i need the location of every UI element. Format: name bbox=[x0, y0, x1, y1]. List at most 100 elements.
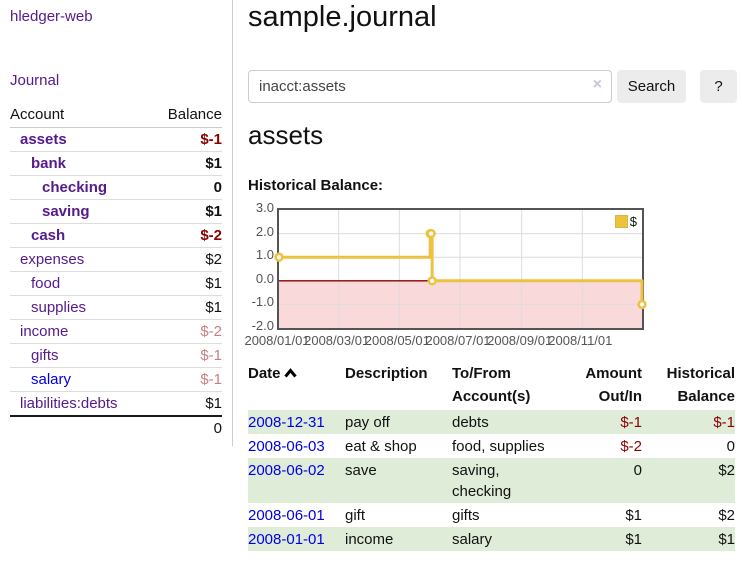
transaction-amount: $-2 bbox=[620, 438, 642, 455]
search-button[interactable]: Search bbox=[617, 70, 686, 103]
transaction-balance: $2 bbox=[718, 507, 735, 524]
account-row: assets $-1 bbox=[10, 127, 222, 152]
account-row: food $1 bbox=[10, 271, 222, 296]
x-tick-label: 2008/11/01 bbox=[548, 333, 613, 348]
register-header-amount[interactable]: Amount Out/In bbox=[585, 365, 642, 405]
transaction-description: save bbox=[345, 462, 377, 479]
account-row: expenses $2 bbox=[10, 247, 222, 272]
transaction-balance: $2 bbox=[718, 462, 735, 479]
register-row: 2008-06-01 gift gifts $1 $2 bbox=[248, 503, 735, 527]
y-tick-label: -2.0 bbox=[251, 318, 274, 333]
sort-ascending-icon bbox=[283, 363, 297, 386]
account-link-bank[interactable]: bank bbox=[31, 155, 67, 172]
account-balance: $-2 bbox=[150, 223, 222, 248]
chart-legend: $ bbox=[614, 214, 637, 229]
account-balance: $1 bbox=[150, 391, 222, 416]
search-bar: × Search ? bbox=[248, 70, 737, 104]
account-link-gifts[interactable]: gifts bbox=[31, 347, 59, 364]
page-title: sample.journal bbox=[248, 1, 437, 33]
transaction-balance: $1 bbox=[718, 531, 735, 548]
account-balance: $1 bbox=[150, 295, 222, 320]
accounts-header-account: Account bbox=[10, 103, 151, 128]
account-link-saving[interactable]: saving bbox=[42, 203, 90, 220]
transaction-description: income bbox=[345, 531, 394, 548]
chart-title: Historical Balance: bbox=[248, 177, 384, 194]
account-balance: 0 bbox=[150, 175, 222, 200]
account-link-cash[interactable]: cash bbox=[31, 227, 66, 244]
transaction-date-link[interactable]: 2008-06-01 bbox=[248, 507, 325, 524]
legend-label: $ bbox=[629, 214, 637, 229]
account-balance: $-1 bbox=[150, 367, 222, 392]
transaction-accounts: food, supplies bbox=[452, 438, 545, 455]
search-input[interactable] bbox=[248, 70, 612, 103]
sidebar: hledger-web Journal Account Balance asse… bbox=[0, 0, 233, 446]
transaction-balance: $-1 bbox=[713, 414, 735, 431]
register-header-row: Date Description To/From Account(s) Amou… bbox=[248, 360, 735, 410]
account-heading: assets bbox=[248, 120, 324, 150]
register-row: 2008-06-02 save saving, checking 0 $2 bbox=[248, 458, 735, 503]
transaction-accounts: salary bbox=[452, 531, 493, 548]
account-row: income $-2 bbox=[10, 319, 222, 344]
accounts-header-balance: Balance bbox=[150, 103, 222, 128]
accounts-table: Account Balance assets $-1 bank $1 checking 0… bbox=[10, 103, 222, 440]
historical-balance-chart[interactable]: 3.0 2.0 1.0 0.0 -1.0 -2.0 $ 2008/01/01 2008/03… bbox=[244, 200, 735, 352]
help-button[interactable]: ? bbox=[700, 70, 737, 103]
account-balance: $1 bbox=[150, 199, 222, 224]
y-tick-label: 3.0 bbox=[255, 200, 274, 215]
account-row: liabilities:debts $1 bbox=[10, 391, 222, 416]
transaction-amount: 0 bbox=[633, 462, 642, 479]
accounts-header-row: Account Balance bbox=[10, 103, 222, 128]
y-tick-label: 0.0 bbox=[255, 270, 274, 286]
accounts-total-balance: 0 bbox=[150, 415, 222, 440]
transaction-accounts: saving, checking bbox=[452, 462, 512, 500]
main-content: sample.journal × Search ? assets Histori… bbox=[244, 0, 737, 582]
register-header-description[interactable]: Description bbox=[345, 365, 428, 382]
account-link-salary[interactable]: salary bbox=[31, 371, 72, 388]
transaction-amount: $1 bbox=[625, 531, 642, 548]
account-row: gifts $-1 bbox=[10, 343, 222, 368]
account-link-assets[interactable]: assets bbox=[20, 131, 67, 148]
account-balance: $1 bbox=[150, 151, 222, 176]
legend-swatch-icon bbox=[614, 215, 628, 228]
transaction-amount: $-1 bbox=[620, 414, 642, 431]
transaction-accounts: gifts bbox=[452, 507, 480, 524]
chart-plot-area: $ bbox=[274, 208, 647, 330]
account-row: salary $-1 bbox=[10, 367, 222, 392]
account-balance: $-2 bbox=[150, 319, 222, 344]
register-table: Date Description To/From Account(s) Amou… bbox=[248, 360, 735, 551]
search-box: × bbox=[248, 70, 612, 103]
app-title-link[interactable]: hledger-web bbox=[10, 8, 93, 25]
register-row: 2008-12-31 pay off debts $-1 $-1 bbox=[248, 410, 735, 434]
account-link-income[interactable]: income bbox=[20, 323, 69, 340]
x-tick-label: 2008/01/01 bbox=[244, 333, 310, 348]
transaction-date-link[interactable]: 2008-06-02 bbox=[248, 462, 325, 479]
x-tick-label: 2008/09/01 bbox=[487, 333, 553, 348]
register-header-accounts[interactable]: To/From Account(s) bbox=[452, 365, 531, 405]
account-link-liabilities-debts[interactable]: liabilities:debts bbox=[20, 395, 118, 412]
account-row: cash $-2 bbox=[10, 223, 222, 248]
account-row: bank $1 bbox=[10, 151, 222, 176]
register-header-date[interactable]: Date bbox=[248, 360, 345, 410]
account-link-supplies[interactable]: supplies bbox=[31, 299, 87, 316]
account-balance: $2 bbox=[150, 247, 222, 272]
account-link-checking[interactable]: checking bbox=[42, 179, 108, 196]
sidebar-item-journal[interactable]: Journal bbox=[10, 72, 60, 89]
transaction-description: pay off bbox=[345, 414, 390, 431]
account-row: supplies $1 bbox=[10, 295, 222, 320]
register-header-balance[interactable]: Historical Balance bbox=[666, 365, 735, 405]
account-link-food[interactable]: food bbox=[31, 275, 61, 292]
account-balance: $-1 bbox=[150, 127, 222, 152]
clear-search-icon[interactable]: × bbox=[592, 76, 602, 93]
transaction-date-link[interactable]: 2008-12-31 bbox=[248, 414, 325, 431]
transaction-date-link[interactable]: 2008-06-03 bbox=[248, 438, 325, 455]
account-balance: $-1 bbox=[150, 343, 222, 368]
register-row: 2008-01-01 income salary $1 $1 bbox=[248, 527, 735, 551]
account-balance: $1 bbox=[150, 271, 222, 296]
transaction-date-link[interactable]: 2008-01-01 bbox=[248, 531, 325, 548]
transaction-description: gift bbox=[345, 507, 366, 524]
transaction-description: eat & shop bbox=[345, 438, 417, 455]
accounts-total-row: 0 bbox=[10, 415, 222, 440]
account-row: checking 0 bbox=[10, 175, 222, 200]
account-link-expenses[interactable]: expenses bbox=[20, 251, 85, 268]
x-tick-label: 2008/03/01 bbox=[304, 333, 370, 348]
